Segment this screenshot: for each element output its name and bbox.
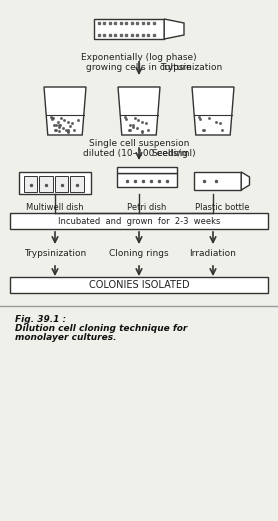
Text: Single cell suspension
diluted (10–100 cells/ml): Single cell suspension diluted (10–100 c… bbox=[83, 139, 195, 158]
FancyBboxPatch shape bbox=[10, 277, 268, 293]
Bar bbox=[39, 176, 53, 192]
Text: Petri dish: Petri dish bbox=[127, 203, 167, 212]
Bar bbox=[94, 19, 164, 39]
Text: Trypsinization: Trypsinization bbox=[160, 64, 222, 72]
Text: Exponentially (log phase)
growing cells in culture: Exponentially (log phase) growing cells … bbox=[81, 53, 197, 72]
Bar bbox=[71, 176, 84, 192]
Polygon shape bbox=[44, 87, 86, 135]
Bar bbox=[24, 176, 38, 192]
Bar bbox=[55, 176, 68, 192]
Text: Dilution cell cloning technique for: Dilution cell cloning technique for bbox=[15, 324, 187, 333]
Bar bbox=[117, 167, 177, 173]
Polygon shape bbox=[192, 87, 234, 135]
Bar bbox=[195, 172, 241, 190]
Text: COLONIES ISOLATED: COLONIES ISOLATED bbox=[89, 280, 189, 290]
Text: Seeding: Seeding bbox=[151, 150, 188, 158]
Text: Multiwell dish: Multiwell dish bbox=[26, 203, 84, 212]
Text: Fig. 39.1 :: Fig. 39.1 : bbox=[15, 315, 69, 324]
Polygon shape bbox=[164, 19, 184, 39]
Text: Irradiation: Irradiation bbox=[190, 249, 236, 258]
FancyBboxPatch shape bbox=[10, 213, 268, 229]
Text: Incubated  and  grown  for  2-3  weeks: Incubated and grown for 2-3 weeks bbox=[58, 217, 220, 226]
Text: Plastic bottle: Plastic bottle bbox=[195, 203, 249, 212]
Polygon shape bbox=[241, 172, 249, 190]
Text: monolayer cultures.: monolayer cultures. bbox=[15, 333, 116, 342]
Polygon shape bbox=[118, 87, 160, 135]
Bar bbox=[117, 173, 177, 187]
Text: Cloning rings: Cloning rings bbox=[109, 249, 169, 258]
Text: Trypsinization: Trypsinization bbox=[24, 249, 86, 258]
Bar bbox=[19, 172, 91, 194]
